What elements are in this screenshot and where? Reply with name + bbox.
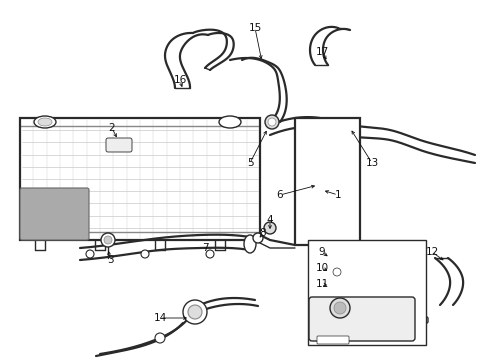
Circle shape [268, 118, 276, 126]
FancyBboxPatch shape [309, 297, 415, 341]
Ellipse shape [34, 116, 56, 128]
Circle shape [183, 300, 207, 324]
Circle shape [334, 302, 346, 314]
Circle shape [330, 298, 350, 318]
Circle shape [264, 222, 276, 234]
Circle shape [265, 115, 279, 129]
Circle shape [188, 305, 202, 319]
Text: 6: 6 [277, 190, 283, 200]
Circle shape [104, 236, 112, 244]
Text: 5: 5 [246, 158, 253, 168]
Bar [308, 240, 426, 345]
Text: 13: 13 [366, 158, 379, 168]
Text: 17: 17 [316, 47, 329, 57]
Text: 8: 8 [260, 228, 266, 238]
Text: 7: 7 [202, 243, 208, 253]
Bar [20, 118, 260, 240]
FancyBboxPatch shape [20, 188, 89, 240]
Ellipse shape [38, 118, 52, 126]
Text: 11: 11 [316, 279, 329, 289]
Text: 16: 16 [173, 75, 187, 85]
Text: 4: 4 [267, 215, 273, 225]
Ellipse shape [219, 116, 241, 128]
FancyBboxPatch shape [106, 138, 132, 152]
Text: 10: 10 [316, 263, 329, 273]
Text: 15: 15 [248, 23, 262, 33]
Circle shape [141, 250, 149, 258]
Text: 12: 12 [425, 247, 439, 257]
Circle shape [333, 268, 341, 276]
Circle shape [101, 233, 115, 247]
Circle shape [206, 250, 214, 258]
Circle shape [86, 250, 94, 258]
Text: 14: 14 [153, 313, 167, 323]
Bar [295, 118, 360, 245]
Text: 3: 3 [107, 255, 113, 265]
Circle shape [155, 333, 165, 343]
FancyBboxPatch shape [317, 336, 349, 344]
Text: 1: 1 [335, 190, 342, 200]
Ellipse shape [244, 235, 256, 253]
Circle shape [253, 233, 263, 243]
Text: 9: 9 [318, 247, 325, 257]
Text: 2: 2 [109, 123, 115, 133]
